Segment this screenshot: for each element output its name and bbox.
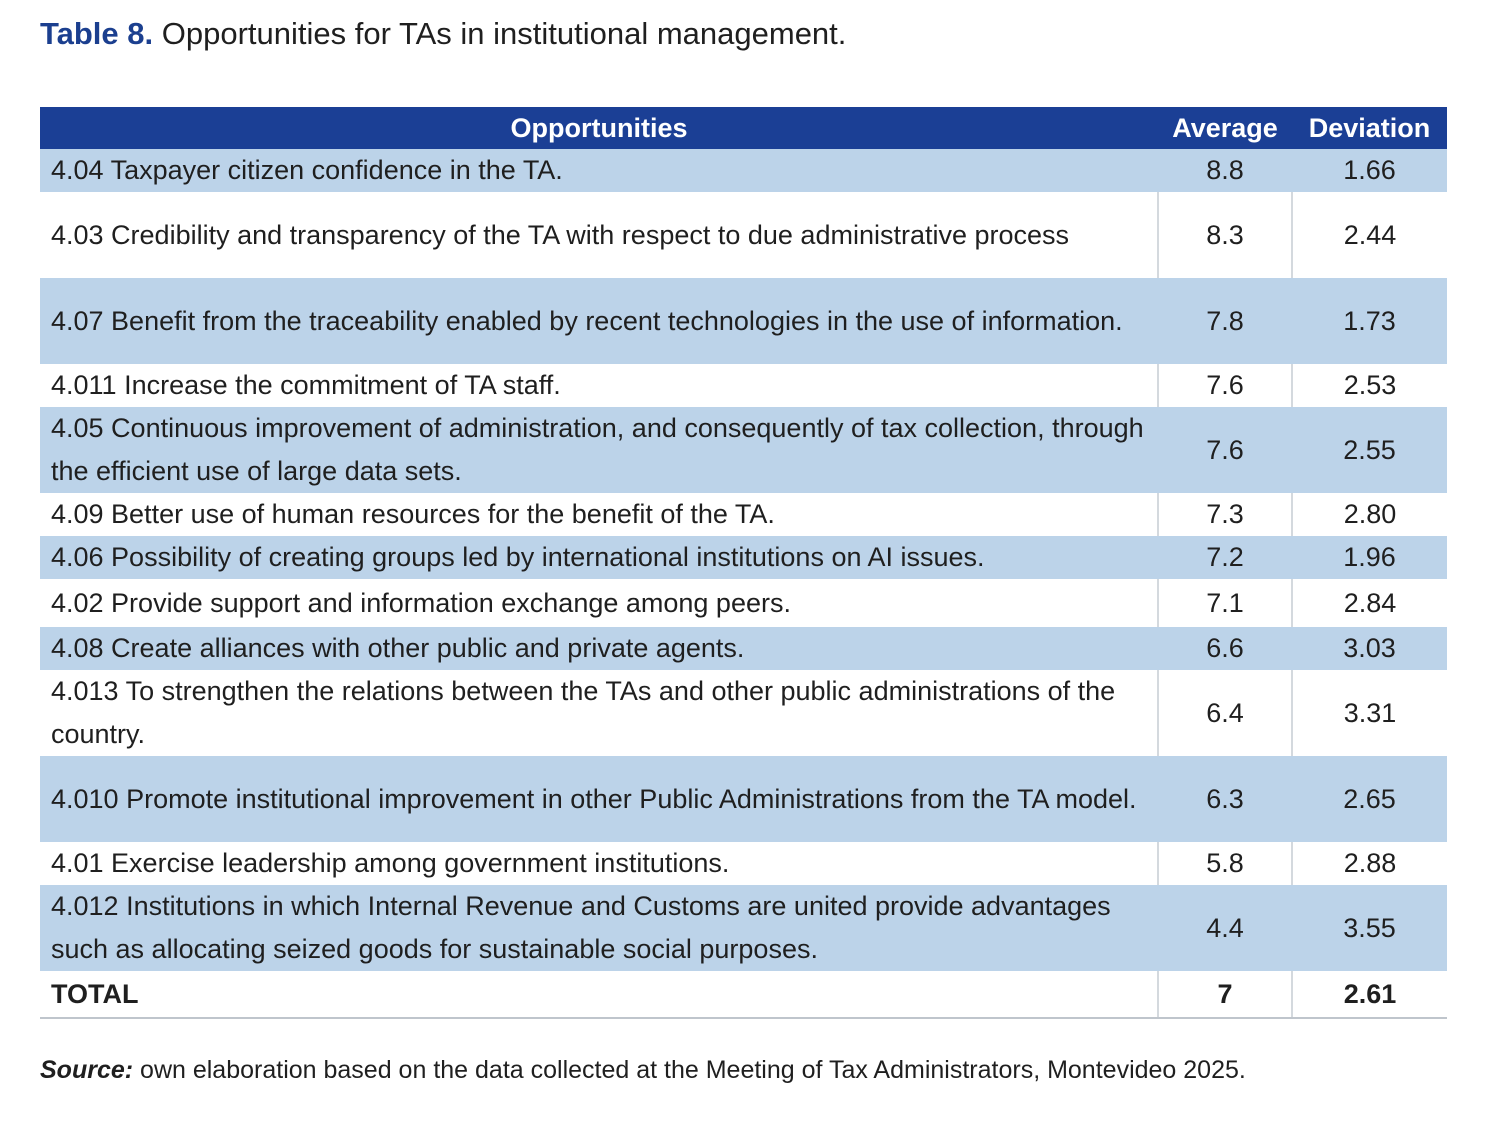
table-total-row: TOTAL 7 2.61 — [40, 971, 1447, 1019]
deviation-cell: 2.84 — [1291, 579, 1447, 627]
deviation-cell: 1.73 — [1292, 278, 1447, 364]
deviation-cell: 2.44 — [1291, 192, 1447, 278]
average-cell: 6.4 — [1157, 670, 1292, 756]
average-cell: 7.8 — [1158, 278, 1292, 364]
opportunity-cell: 4.09 Better use of human resources for t… — [51, 499, 775, 529]
table-row: 4.07 Benefit from the traceability enabl… — [40, 278, 1447, 364]
opportunity-cell: 4.010 Promote institutional improvement … — [40, 756, 1158, 842]
deviation-cell: 1.96 — [1292, 536, 1447, 579]
table-row: 4.09 Better use of human resources for t… — [40, 493, 1447, 536]
opportunity-cell: 4.01 Exercise leadership among governmen… — [51, 848, 730, 878]
source-label: Source: — [40, 1056, 134, 1084]
total-average: 7 — [1157, 971, 1292, 1019]
table-row: 4.011 Increase the commitment of TA staf… — [40, 364, 1447, 407]
opportunity-cell: 4.012 Institutions in which Internal Rev… — [40, 885, 1158, 971]
average-cell: 7.6 — [1157, 364, 1292, 407]
average-cell: 7.1 — [1157, 579, 1292, 627]
table-row: 4.013 To strengthen the relations betwee… — [40, 670, 1447, 756]
average-cell: 4.4 — [1158, 885, 1292, 971]
table-row: 4.01 Exercise leadership among governmen… — [40, 842, 1447, 885]
average-cell: 5.8 — [1157, 842, 1292, 885]
header-average: Average — [1158, 107, 1292, 149]
table-row: 4.08 Create alliances with other public … — [40, 627, 1447, 670]
opportunity-cell: 4.011 Increase the commitment of TA staf… — [51, 370, 561, 400]
table-row: 4.012 Institutions in which Internal Rev… — [40, 885, 1447, 971]
average-cell: 8.3 — [1157, 192, 1292, 278]
opportunities-table: Opportunities Average Deviation 4.04 Tax… — [40, 107, 1447, 1019]
deviation-cell: 3.55 — [1292, 885, 1447, 971]
header-opportunities: Opportunities — [40, 107, 1158, 149]
opportunity-cell: 4.05 Continuous improvement of administr… — [40, 407, 1158, 493]
table-caption: Table 8. Opportunities for TAs in instit… — [40, 14, 846, 54]
source-note: Source: own elaboration based on the dat… — [40, 1050, 1246, 1090]
table-row: 4.06 Possibility of creating groups led … — [40, 536, 1447, 579]
deviation-cell: 2.88 — [1291, 842, 1447, 885]
deviation-cell: 3.31 — [1291, 670, 1447, 756]
table-row: 4.04 Taxpayer citizen confidence in the … — [40, 149, 1447, 192]
opportunity-cell: 4.02 Provide support and information exc… — [51, 587, 791, 618]
table-header-row: Opportunities Average Deviation — [40, 107, 1447, 149]
deviation-cell: 2.80 — [1291, 493, 1447, 536]
opportunity-cell: 4.06 Possibility of creating groups led … — [40, 536, 1158, 579]
opportunity-cell: 4.03 Credibility and transparency of the… — [51, 219, 1070, 250]
deviation-cell: 2.65 — [1292, 756, 1447, 842]
opportunity-cell: 4.07 Benefit from the traceability enabl… — [40, 278, 1158, 364]
deviation-cell: 3.03 — [1292, 627, 1447, 670]
table-row: 4.03 Credibility and transparency of the… — [40, 192, 1447, 278]
table-row: 4.010 Promote institutional improvement … — [40, 756, 1447, 842]
deviation-cell: 2.55 — [1292, 407, 1447, 493]
opportunity-cell: 4.04 Taxpayer citizen confidence in the … — [40, 149, 1158, 192]
table-caption-label: Table 8. — [40, 16, 154, 51]
total-deviation: 2.61 — [1291, 971, 1447, 1019]
deviation-cell: 1.66 — [1292, 149, 1447, 192]
total-label: TOTAL — [40, 971, 1158, 1019]
table-row: 4.05 Continuous improvement of administr… — [40, 407, 1447, 493]
deviation-cell: 2.53 — [1291, 364, 1447, 407]
table-row: 4.02 Provide support and information exc… — [40, 579, 1447, 627]
source-text: own elaboration based on the data collec… — [133, 1056, 1246, 1084]
average-cell: 6.3 — [1158, 756, 1292, 842]
table-caption-text: Opportunities for TAs in institutional m… — [153, 16, 847, 51]
opportunity-cell: 4.08 Create alliances with other public … — [40, 627, 1158, 670]
average-cell: 7.3 — [1157, 493, 1292, 536]
average-cell: 7.6 — [1158, 407, 1292, 493]
opportunity-cell: 4.013 To strengthen the relations betwee… — [51, 676, 1116, 749]
average-cell: 7.2 — [1158, 536, 1292, 579]
header-deviation: Deviation — [1292, 107, 1447, 149]
average-cell: 8.8 — [1158, 149, 1292, 192]
average-cell: 6.6 — [1158, 627, 1292, 670]
